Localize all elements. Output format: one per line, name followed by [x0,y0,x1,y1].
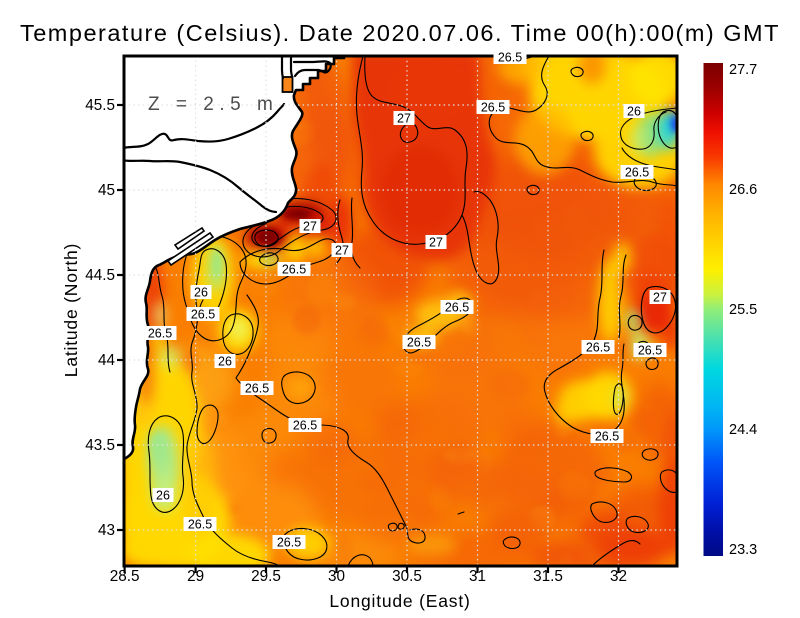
svg-text:44.5: 44.5 [85,267,115,284]
svg-text:26.5: 26.5 [638,343,662,357]
svg-text:27: 27 [397,111,411,125]
svg-text:32: 32 [610,568,627,585]
svg-text:26: 26 [627,104,641,118]
svg-text:27: 27 [429,235,443,249]
svg-text:26.5: 26.5 [282,262,306,276]
svg-text:28.5: 28.5 [110,568,140,585]
svg-text:31: 31 [469,568,486,585]
svg-text:45: 45 [98,182,115,199]
svg-text:23.3: 23.3 [729,542,757,558]
svg-text:26: 26 [218,354,232,368]
svg-text:30.5: 30.5 [392,568,422,585]
svg-text:26: 26 [194,285,208,299]
svg-text:29: 29 [187,568,204,585]
svg-text:26.5: 26.5 [188,517,212,531]
svg-text:Temperature (Celsius). Date 20: Temperature (Celsius). Date 2020.07.06. … [20,20,780,46]
svg-text:24.4: 24.4 [729,422,757,438]
svg-text:25.5: 25.5 [729,302,757,318]
svg-text:30: 30 [328,568,345,585]
svg-text:Longitude (East): Longitude (East) [329,591,470,611]
svg-text:26.5: 26.5 [625,165,649,179]
svg-text:27.7: 27.7 [729,62,757,78]
svg-text:26.5: 26.5 [498,50,522,64]
svg-text:43: 43 [98,522,115,539]
svg-text:Z = 2.5 m: Z = 2.5 m [148,94,278,115]
svg-text:26.5: 26.5 [595,429,619,443]
svg-text:27: 27 [335,243,349,257]
svg-text:26.5: 26.5 [245,381,269,395]
svg-text:27: 27 [303,219,317,233]
svg-text:43.5: 43.5 [85,437,115,454]
svg-text:26.6: 26.6 [729,182,757,198]
svg-text:26.5: 26.5 [277,535,301,549]
svg-text:26.5: 26.5 [586,340,610,354]
svg-text:26.5: 26.5 [445,300,469,314]
svg-text:26.5: 26.5 [481,100,505,114]
svg-text:26: 26 [156,488,170,502]
svg-text:44: 44 [98,352,116,369]
svg-text:26.5: 26.5 [191,307,215,321]
svg-text:Latitude (North): Latitude (North) [61,243,81,377]
svg-text:26.5: 26.5 [148,326,172,340]
svg-text:29.5: 29.5 [251,568,281,585]
svg-text:26.5: 26.5 [407,335,431,349]
svg-text:27: 27 [653,290,667,304]
svg-text:31.5: 31.5 [533,568,563,585]
svg-text:45.5: 45.5 [85,97,115,114]
svg-text:26.5: 26.5 [293,418,317,432]
